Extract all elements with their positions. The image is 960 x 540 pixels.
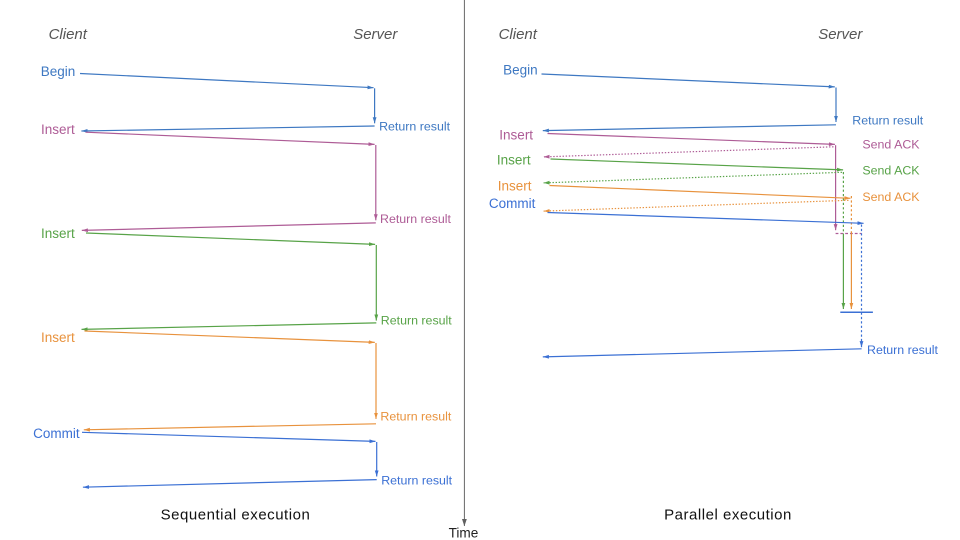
svg-text:Return result: Return result <box>380 212 451 226</box>
svg-text:Client: Client <box>499 26 538 43</box>
svg-text:Insert: Insert <box>497 153 531 168</box>
svg-text:Sequential execution: Sequential execution <box>161 507 311 524</box>
svg-text:Return result: Return result <box>379 119 450 133</box>
svg-text:Time: Time <box>449 526 479 540</box>
svg-text:Send ACK: Send ACK <box>862 190 920 204</box>
svg-text:Server: Server <box>818 26 863 43</box>
svg-text:Insert: Insert <box>498 179 532 194</box>
svg-text:Return result: Return result <box>381 313 452 327</box>
svg-text:Return result: Return result <box>380 409 451 423</box>
svg-text:Insert: Insert <box>41 122 75 137</box>
svg-text:Commit: Commit <box>33 426 80 441</box>
svg-text:Begin: Begin <box>41 64 76 79</box>
svg-text:Begin: Begin <box>503 63 538 78</box>
svg-text:Client: Client <box>49 26 88 43</box>
svg-text:Insert: Insert <box>41 226 75 241</box>
svg-text:Commit: Commit <box>489 196 536 211</box>
svg-text:Parallel execution: Parallel execution <box>664 507 792 524</box>
svg-text:Insert: Insert <box>499 127 533 142</box>
svg-text:Send ACK: Send ACK <box>862 138 920 152</box>
svg-text:Server: Server <box>353 26 398 43</box>
svg-text:Insert: Insert <box>41 330 75 345</box>
svg-text:Send ACK: Send ACK <box>862 164 920 178</box>
svg-text:Return result: Return result <box>381 474 452 488</box>
svg-text:Return result: Return result <box>852 114 923 128</box>
svg-text:Return result: Return result <box>867 343 938 357</box>
